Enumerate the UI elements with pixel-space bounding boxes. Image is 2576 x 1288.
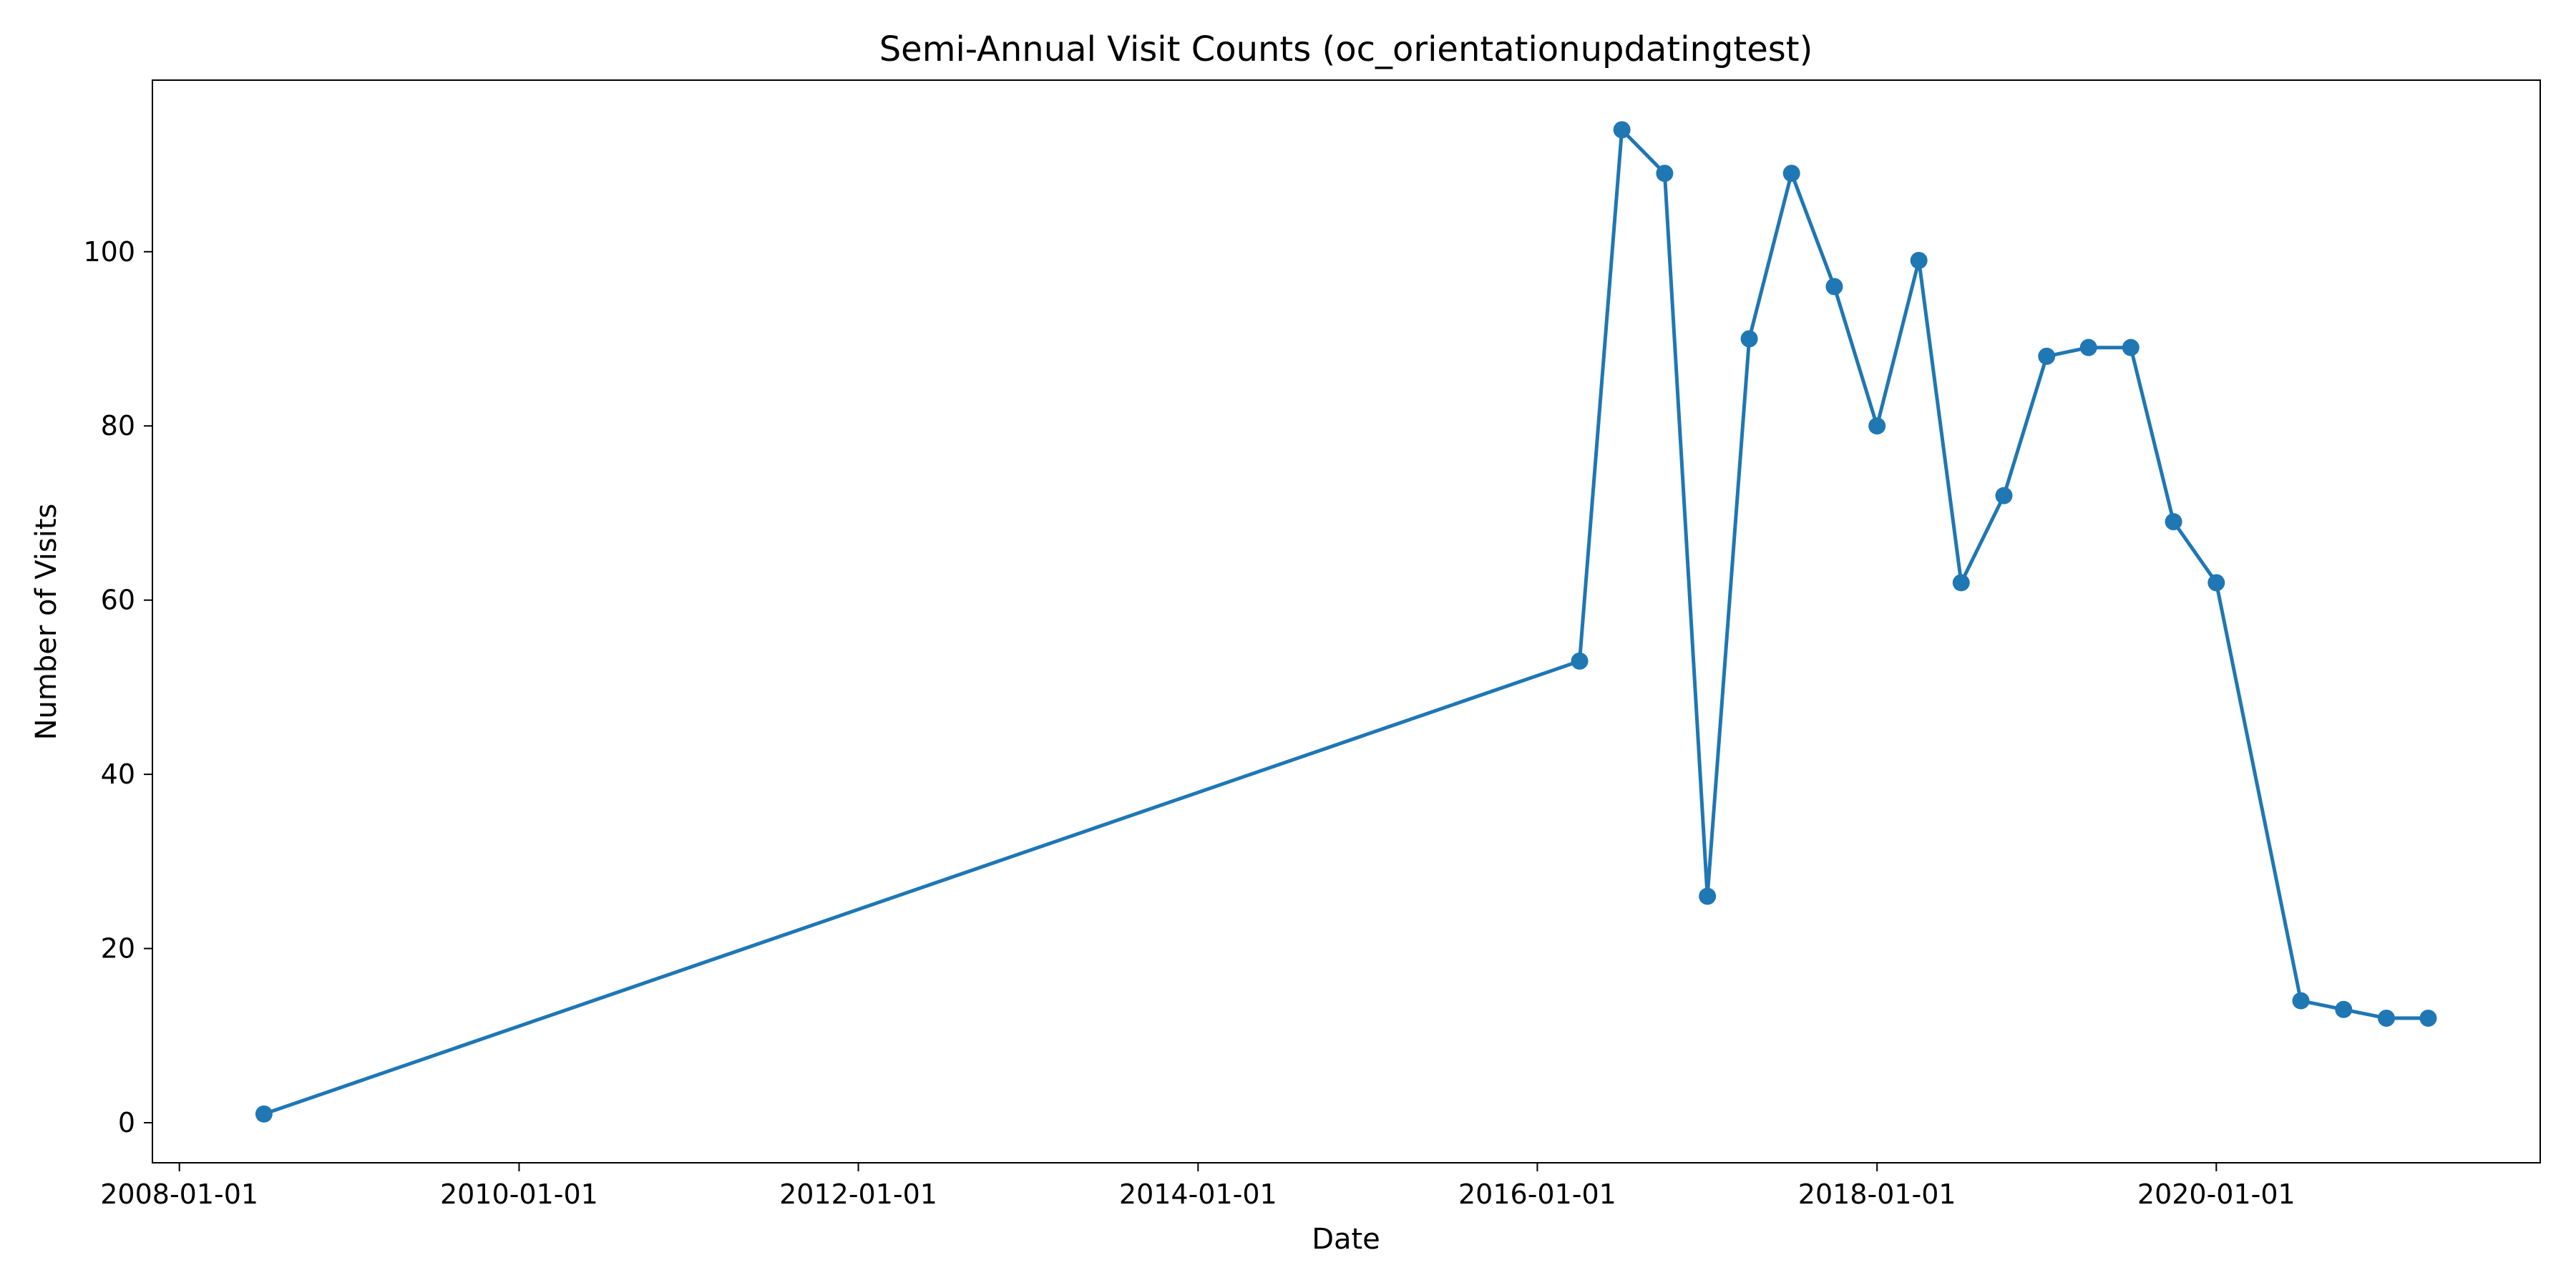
y-tick-label: 100 xyxy=(83,236,135,268)
x-tick-label: 2020-01-01 xyxy=(2137,1179,2296,1210)
data-point xyxy=(1995,487,2013,504)
y-tick-label: 40 xyxy=(101,758,135,790)
x-tick-label: 2016-01-01 xyxy=(1458,1179,1616,1210)
x-tick-label: 2012-01-01 xyxy=(779,1179,937,1210)
data-point xyxy=(255,1105,273,1123)
data-point xyxy=(1952,574,1970,592)
data-point xyxy=(2292,992,2310,1010)
data-point xyxy=(1868,417,1886,435)
x-tick-label: 2014-01-01 xyxy=(1119,1179,1277,1210)
x-tick-label: 2008-01-01 xyxy=(100,1179,258,1210)
x-axis-label: Date xyxy=(1312,1223,1380,1256)
chart-title: Semi-Annual Visit Counts (oc_orientation… xyxy=(879,29,1813,69)
data-point xyxy=(1656,165,1674,182)
data-point xyxy=(2335,1000,2353,1018)
data-point xyxy=(1699,887,1717,905)
y-tick-label: 0 xyxy=(118,1107,135,1138)
data-point xyxy=(1825,278,1843,296)
data-point xyxy=(2122,338,2140,356)
plot-frame xyxy=(152,79,2541,1163)
data-point xyxy=(2207,574,2225,592)
y-tick-label: 20 xyxy=(101,933,135,965)
y-tick-label: 60 xyxy=(101,585,135,616)
data-point xyxy=(2419,1009,2437,1027)
x-tick-label: 2018-01-01 xyxy=(1798,1179,1956,1210)
data-point xyxy=(1740,330,1758,348)
data-point xyxy=(2038,347,2056,365)
data-point xyxy=(1571,652,1589,670)
data-point xyxy=(2079,338,2097,356)
data-point xyxy=(1782,165,1800,182)
plot-area: 2008-01-01 2010-01-01 2012-01-01 2014-01-01… xyxy=(83,79,2541,1210)
y-axis-label: Number of Visits xyxy=(30,504,63,741)
data-point xyxy=(1910,251,1928,269)
x-tick-label: 2010-01-01 xyxy=(440,1179,598,1210)
y-tick-label: 80 xyxy=(101,410,135,441)
data-point xyxy=(1613,121,1631,139)
data-point xyxy=(2165,513,2182,531)
data-point xyxy=(2378,1009,2396,1027)
